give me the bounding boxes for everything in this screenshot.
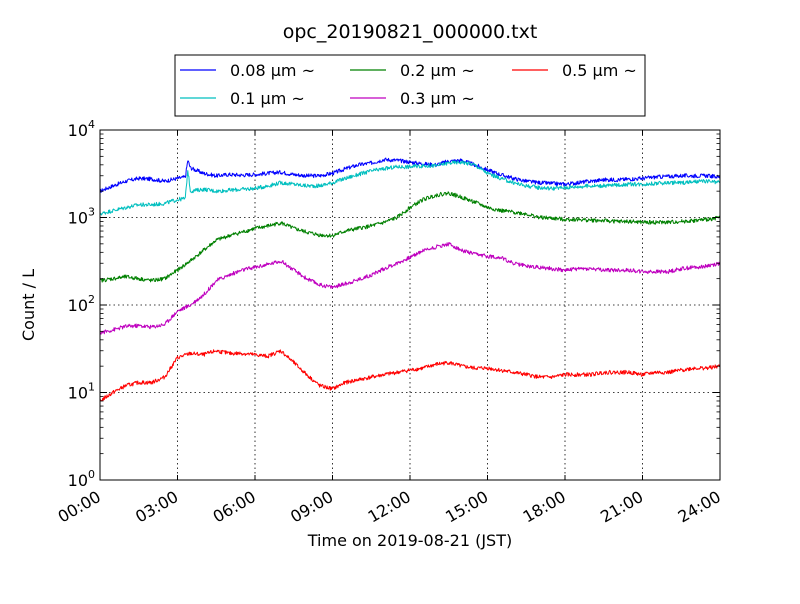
legend-label-2: 0.2 μm ~	[400, 61, 475, 80]
chart-title: opc_20190821_000000.txt	[283, 21, 538, 43]
legend-label-3: 0.3 μm ~	[400, 89, 475, 108]
legend-items: 0.08 μm ~ 0.1 μm ~ 0.2 μm ~ 0.3 μm ~ 0.5 μm …	[180, 61, 637, 108]
series-line-4	[99, 349, 721, 402]
legend-label-1: 0.1 μm ~	[230, 89, 305, 108]
series-line-1	[99, 160, 721, 216]
y-tick-label: 102	[68, 293, 95, 315]
series-layer	[99, 157, 721, 402]
legend: 0.08 μm ~ 0.1 μm ~ 0.2 μm ~ 0.3 μm ~ 0.5 μm …	[174, 54, 646, 117]
y-axis-label: Count / L	[19, 269, 38, 341]
series-line-2	[99, 191, 721, 283]
legend-label-4: 0.5 μm ~	[562, 61, 637, 80]
x-axis-label: Time on 2019-08-21 (JST)	[307, 531, 512, 550]
series-line-0	[99, 157, 721, 193]
legend-label-0: 0.08 μm ~	[230, 61, 315, 80]
series-line-3	[99, 242, 721, 335]
y-tick-label: 100	[68, 468, 95, 490]
y-tick-label: 104	[68, 118, 95, 140]
legend-frame	[174, 54, 646, 117]
y-tick-label: 101	[68, 381, 95, 403]
y-tick-label: 103	[68, 206, 95, 228]
